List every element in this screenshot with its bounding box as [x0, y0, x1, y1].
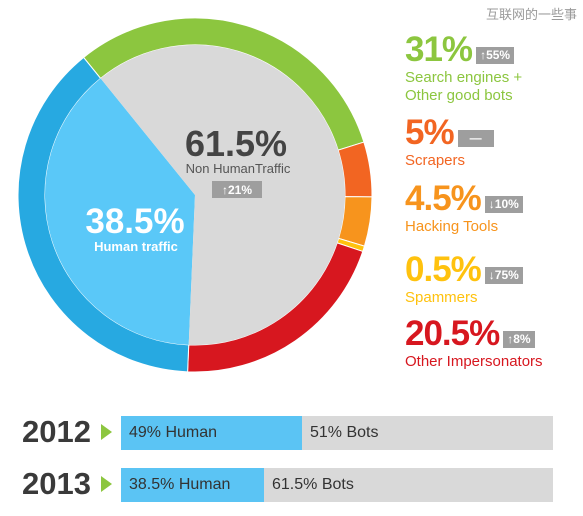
legend-pct: 0.5%	[405, 250, 482, 289]
bar-track: 38.5% Human 61.5% Bots	[121, 468, 553, 502]
nonhuman-value: 61.5%	[185, 123, 287, 164]
bar-row-2012: 2012 49% Human 51% Bots	[0, 414, 583, 450]
legend-label: Scrapers	[405, 152, 466, 169]
human-share-label: 38.5% Human	[129, 476, 231, 493]
inner-slice-human-traffic	[44, 78, 195, 345]
change-badge: ↓75%	[484, 266, 523, 284]
bar-row-2013: 2013 38.5% Human 61.5% Bots	[0, 466, 583, 502]
year-label: 2012	[22, 414, 91, 449]
inner-pie	[44, 45, 345, 345]
nonhuman-label: Non HumanTraffic	[186, 161, 291, 176]
outer-ring	[17, 17, 373, 373]
change-badge: ↑8%	[503, 330, 535, 348]
human-fill	[121, 468, 264, 502]
bots-share-label: 51% Bots	[310, 424, 379, 441]
legend-pct: 5%	[405, 113, 455, 152]
nonhuman-change-badge	[212, 181, 262, 198]
arrow-right-icon	[101, 424, 112, 440]
legend-item-hacking-tools: 4.5% ↓10% Hacking Tools	[405, 180, 523, 236]
change-badge: ↑55%	[476, 46, 515, 64]
bar-track: 49% Human 51% Bots	[121, 416, 553, 450]
change-badge: ↓10%	[484, 195, 523, 213]
legend-pct: 4.5%	[405, 179, 482, 218]
legend-label: Search engines + Other good bots	[405, 69, 523, 104]
nonhuman-change: ↑21%	[222, 183, 252, 197]
bots-share-label: 61.5% Bots	[272, 476, 354, 493]
human-label: Human traffic	[94, 239, 178, 254]
legend-pct: 31%	[405, 30, 473, 69]
change-badge: —	[457, 129, 494, 147]
legend-item-good-bots: 31% ↑55% Search engines + Other good bot…	[405, 31, 522, 105]
human-value: 38.5%	[85, 202, 184, 241]
legend-item-spammers: 0.5% ↓75% Spammers	[405, 251, 523, 307]
legend-item-impersonators: 20.5% ↑8% Other Impersonators	[405, 315, 543, 371]
legend-label: Hacking Tools	[405, 218, 499, 235]
human-share-label: 49% Human	[129, 424, 218, 441]
year-label: 2013	[22, 466, 91, 501]
legend-label: Other Impersonators	[405, 353, 543, 370]
watermark: 互联网的一些事	[485, 8, 577, 23]
legend-pct: 20.5%	[405, 314, 500, 353]
legend-label: Spammers	[405, 289, 478, 306]
traffic-donut-chart: 61.5% Non HumanTraffic ↑21% 38.5% Human …	[17, 17, 373, 373]
human-fill	[121, 416, 302, 450]
legend-item-scrapers: 5% — Scrapers	[405, 114, 494, 170]
arrow-right-icon	[101, 476, 112, 492]
